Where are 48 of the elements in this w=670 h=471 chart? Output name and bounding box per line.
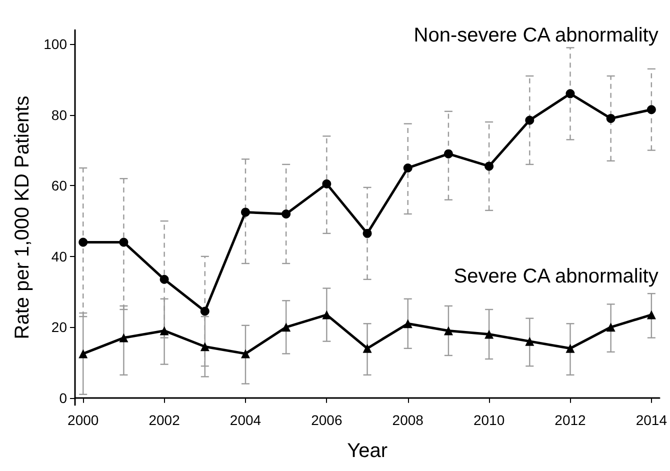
x-tick-label: 2006: [311, 412, 342, 428]
x-tick-label: 2010: [473, 412, 505, 428]
point: [362, 228, 372, 238]
y-tick-label: 40: [51, 248, 68, 264]
point: [241, 208, 250, 217]
point: [403, 163, 412, 172]
point: [200, 306, 210, 316]
y-tick-label: 20: [51, 319, 68, 336]
point: [484, 330, 494, 339]
y-tick-label: 0: [59, 390, 68, 406]
point: [444, 326, 453, 336]
x-tick-label: 2000: [68, 412, 99, 428]
point: [646, 310, 656, 320]
point: [525, 336, 534, 346]
y-axis-title: Rate per 1,000 KD Patients: [12, 96, 34, 340]
x-axis-title: Year: [347, 440, 388, 462]
x-tick-label: 2004: [230, 412, 262, 428]
y-tick-label: 60: [51, 178, 68, 194]
point: [322, 310, 332, 320]
point: [282, 209, 291, 218]
point: [78, 238, 88, 247]
x-tick-label: 2012: [554, 412, 586, 428]
point: [606, 114, 616, 123]
y-tick-label: 80: [51, 106, 68, 123]
text: Non-severe CA abnormality: [414, 24, 658, 47]
point: [403, 319, 412, 328]
point: [119, 238, 128, 247]
x-tick-label: 2014: [636, 412, 668, 428]
point: [160, 274, 169, 284]
point: [444, 149, 453, 158]
y-tick-label: 100: [44, 36, 68, 52]
point: [484, 162, 494, 171]
point: [322, 179, 332, 188]
series-label: Severe CA abnormality: [454, 265, 658, 288]
point: [160, 326, 169, 336]
x-tick-label: 2002: [148, 412, 180, 428]
point: [525, 116, 534, 125]
point: [240, 349, 250, 358]
point: [362, 344, 372, 353]
point: [78, 349, 88, 358]
point: [606, 322, 616, 332]
point: [119, 333, 128, 342]
x-tick-label: 2008: [392, 412, 424, 428]
point: [646, 105, 656, 114]
point: [282, 322, 291, 332]
point: [566, 89, 575, 98]
point: [566, 344, 575, 353]
point: [200, 342, 210, 352]
